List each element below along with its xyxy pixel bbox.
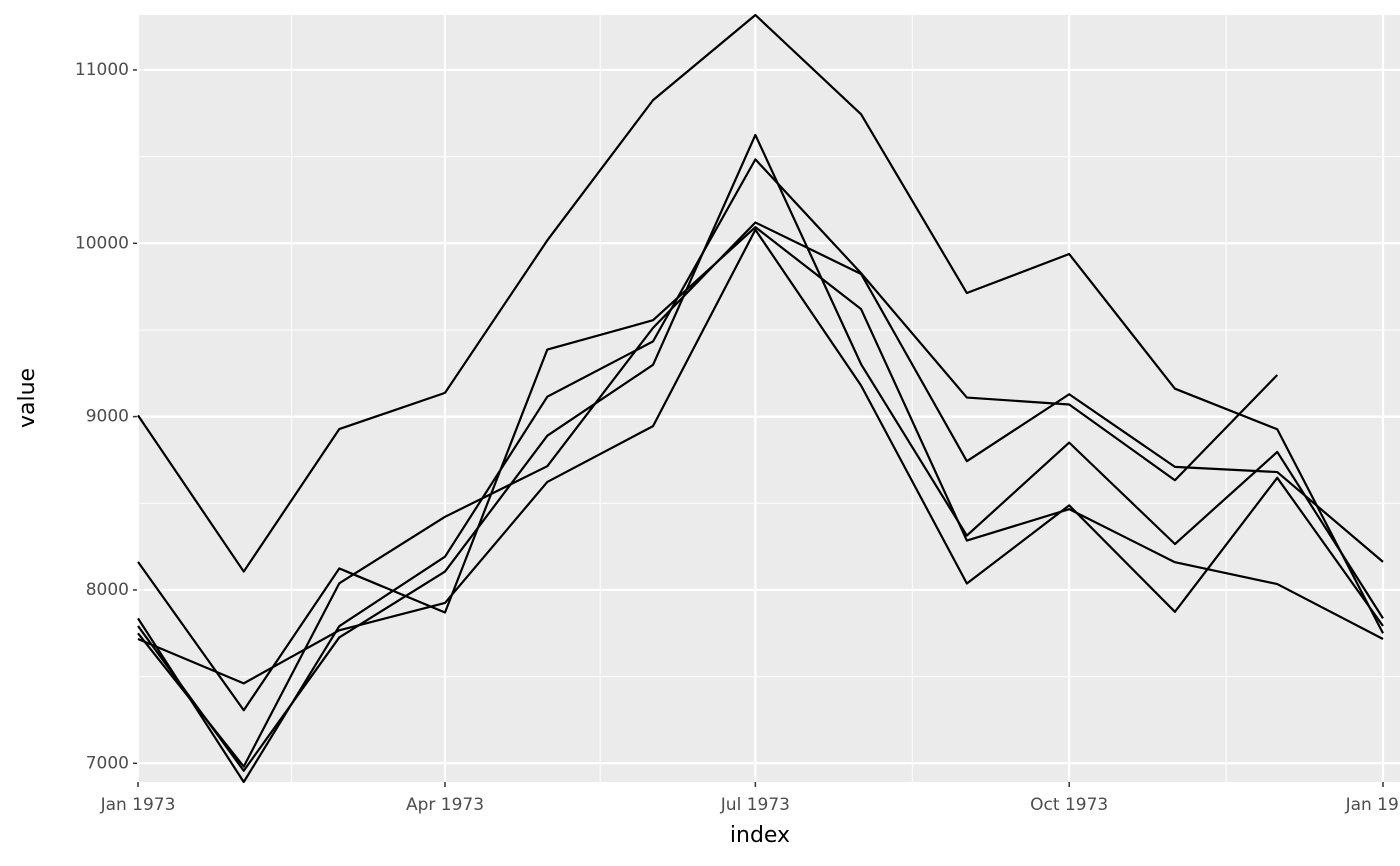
x-tick-label: Jul 1973: [720, 795, 790, 815]
y-tick-label: 10000: [75, 233, 129, 253]
y-axis-title: value: [15, 368, 40, 428]
series-line: [137, 13, 1384, 634]
series-line: [137, 228, 1384, 685]
y-tick-label: 8000: [86, 580, 129, 600]
x-tick-label: Jan 1974: [1345, 795, 1400, 815]
x-tick-label: Apr 1973: [406, 795, 484, 815]
x-tick-label: Oct 1973: [1030, 795, 1108, 815]
series-line: [137, 221, 1384, 768]
series-line: [137, 133, 1384, 772]
y-tick-label: 9000: [86, 407, 129, 427]
y-tick-label: 7000: [86, 753, 129, 773]
y-tick-label: 11000: [75, 60, 129, 80]
series-line: [137, 226, 1384, 712]
series-line: [137, 158, 1279, 784]
x-axis-title: index: [730, 823, 790, 848]
panel: [138, 15, 1400, 782]
x-tick-label: Jan 1973: [100, 795, 176, 815]
